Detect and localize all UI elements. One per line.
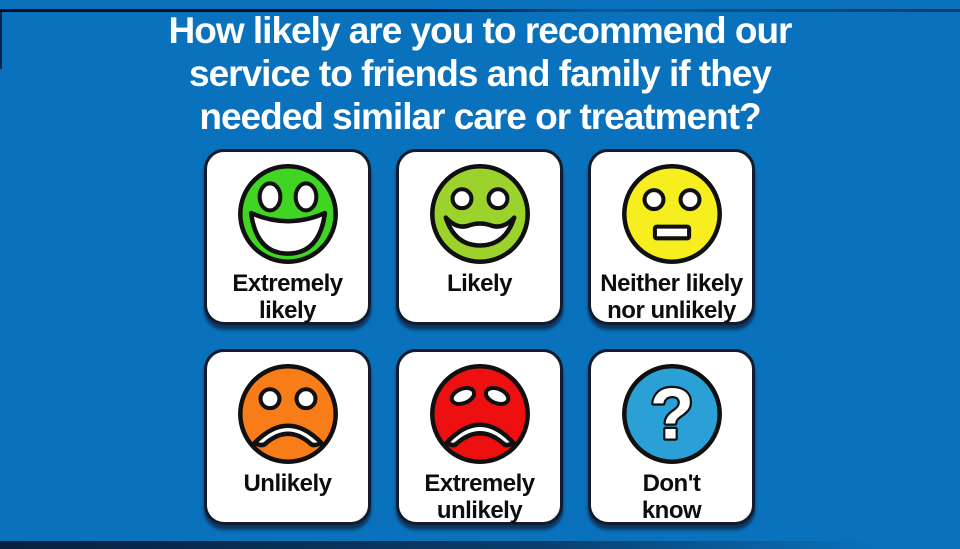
question-title: How likely are you to recommend our serv… (30, 9, 930, 138)
smile-face-icon (429, 164, 530, 264)
top-edge-bar (0, 9, 960, 12)
left-edge-bar (0, 9, 2, 69)
option-label: Likely (446, 270, 513, 297)
option-label: Extremely unlikely (424, 470, 535, 524)
neutral-face-icon (621, 164, 722, 264)
bottom-edge-bar (0, 541, 960, 549)
big-smile-face-icon (237, 164, 338, 264)
option-label: Unlikely (243, 470, 332, 497)
option-card-neither[interactable]: Neither likely nor unlikely (588, 149, 755, 325)
option-card-likely[interactable]: Likely (396, 149, 563, 325)
angry-face-icon (429, 364, 530, 464)
question-face-icon: ? (621, 364, 722, 464)
options-grid: Extremely likely Likely Neither likely n… (204, 149, 756, 525)
question-title-line3: needed similar care or treatment? (199, 96, 761, 137)
option-card-extremely-unlikely[interactable]: Extremely unlikely (396, 349, 563, 525)
question-title-line2: service to friends and family if they (189, 53, 772, 94)
option-label: Extremely likely (232, 270, 343, 324)
question-title-line1: How likely are you to recommend our (168, 10, 793, 51)
option-card-unlikely[interactable]: Unlikely (204, 349, 371, 525)
svg-text:?: ? (650, 374, 694, 454)
option-label: Neither likely nor unlikely (600, 270, 743, 324)
survey-slide: { "title": { "line1": "How likely are yo… (0, 9, 960, 549)
option-label: Don't know (641, 470, 702, 524)
frown-face-icon (237, 364, 338, 464)
option-card-extremely-likely[interactable]: Extremely likely (204, 149, 371, 325)
option-card-dont-know[interactable]: ? Don't know (588, 349, 755, 525)
